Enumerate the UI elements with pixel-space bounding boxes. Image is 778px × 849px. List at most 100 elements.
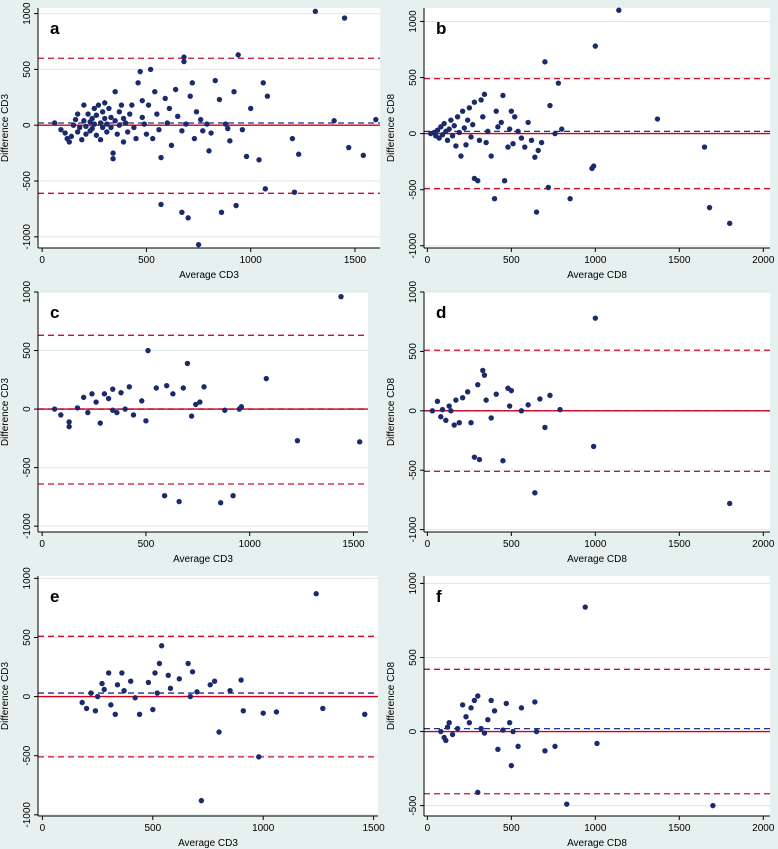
data-point: [62, 130, 68, 136]
data-point: [212, 77, 218, 84]
panel-letter: d: [436, 303, 446, 322]
y-tick-label: 500: [22, 342, 33, 359]
x-tick-label: 1000: [584, 823, 607, 834]
data-point: [346, 144, 352, 151]
data-point: [166, 105, 173, 112]
x-tick-label: 500: [138, 255, 155, 266]
data-point: [183, 121, 189, 127]
data-point: [120, 139, 127, 145]
data-point: [555, 80, 562, 86]
data-point: [262, 186, 269, 192]
data-point: [511, 114, 518, 120]
x-tick-label: 0: [425, 255, 431, 266]
data-point: [475, 178, 481, 184]
plot-area: [424, 576, 770, 816]
data-point: [122, 120, 129, 126]
panel-letter: b: [436, 19, 446, 38]
data-point: [102, 115, 108, 122]
data-point: [179, 128, 185, 134]
data-point: [168, 142, 175, 149]
y-axis-title: Difference CD3: [0, 93, 11, 162]
data-point: [143, 131, 150, 137]
data-point: [459, 702, 466, 708]
data-point: [360, 152, 367, 159]
data-point: [260, 80, 266, 86]
data-point: [478, 97, 484, 103]
data-point: [522, 144, 528, 150]
data-point: [552, 130, 558, 137]
data-point: [542, 748, 548, 754]
data-point: [429, 408, 436, 414]
data-point: [124, 129, 131, 135]
data-point: [108, 114, 114, 121]
data-point: [356, 439, 363, 445]
data-point: [533, 209, 540, 215]
data-point: [176, 676, 182, 682]
x-tick-label: 1000: [252, 823, 275, 834]
data-point: [459, 108, 466, 114]
data-point: [91, 121, 98, 127]
data-point: [488, 153, 494, 159]
data-point: [89, 125, 95, 132]
data-point: [187, 693, 194, 700]
data-point: [616, 7, 622, 13]
data-point: [181, 54, 187, 60]
data-point: [216, 729, 222, 735]
data-point: [443, 417, 449, 424]
data-point: [518, 135, 525, 141]
x-tick-label: 500: [503, 823, 520, 834]
data-point: [464, 389, 471, 395]
y-tick-label: 0: [22, 122, 33, 128]
data-point: [552, 743, 558, 750]
data-point: [463, 142, 469, 148]
data-point: [92, 708, 99, 714]
data-point: [185, 215, 191, 221]
data-point: [110, 155, 116, 162]
x-tick-label: 1500: [344, 255, 367, 266]
panel-letter: e: [50, 587, 59, 606]
data-point: [485, 128, 491, 135]
data-point: [147, 66, 154, 73]
data-point: [175, 113, 181, 119]
data-point: [481, 730, 488, 736]
panel-f: 0 500 1000 1500 2000 -500 0 500 1000 Average CD8 D…: [386, 566, 778, 849]
data-point: [66, 419, 72, 425]
data-point: [99, 109, 106, 115]
data-point: [654, 116, 661, 122]
data-point: [483, 397, 489, 403]
data-point: [726, 220, 733, 227]
y-tick-label: -1000: [408, 516, 419, 542]
data-point: [128, 678, 134, 684]
data-point: [446, 719, 452, 726]
data-point: [118, 389, 124, 396]
data-point: [559, 126, 565, 132]
y-tick-label: -500: [22, 457, 33, 477]
data-point: [112, 89, 118, 95]
y-tick-label: 1000: [22, 280, 33, 303]
panel-letter: f: [436, 587, 442, 606]
data-point: [145, 347, 151, 354]
data-point: [498, 119, 504, 126]
data-point: [701, 144, 708, 150]
x-tick-label: 1500: [668, 823, 691, 834]
data-point: [127, 111, 133, 117]
y-tick-label: -1000: [22, 513, 33, 539]
data-point: [238, 404, 245, 410]
data-point: [89, 391, 95, 397]
data-point: [66, 423, 72, 430]
data-point: [485, 717, 491, 723]
x-tick-label: 1500: [668, 255, 691, 266]
data-point: [88, 690, 94, 696]
data-point: [164, 120, 170, 126]
data-point: [542, 424, 548, 431]
data-point: [91, 105, 98, 112]
data-point: [461, 125, 468, 131]
data-point: [449, 731, 456, 738]
data-point: [132, 695, 138, 701]
data-point: [85, 409, 91, 416]
data-point: [535, 147, 541, 154]
plot-area: [38, 8, 380, 248]
data-point: [194, 689, 200, 695]
data-point: [263, 375, 270, 382]
data-point: [74, 129, 81, 135]
